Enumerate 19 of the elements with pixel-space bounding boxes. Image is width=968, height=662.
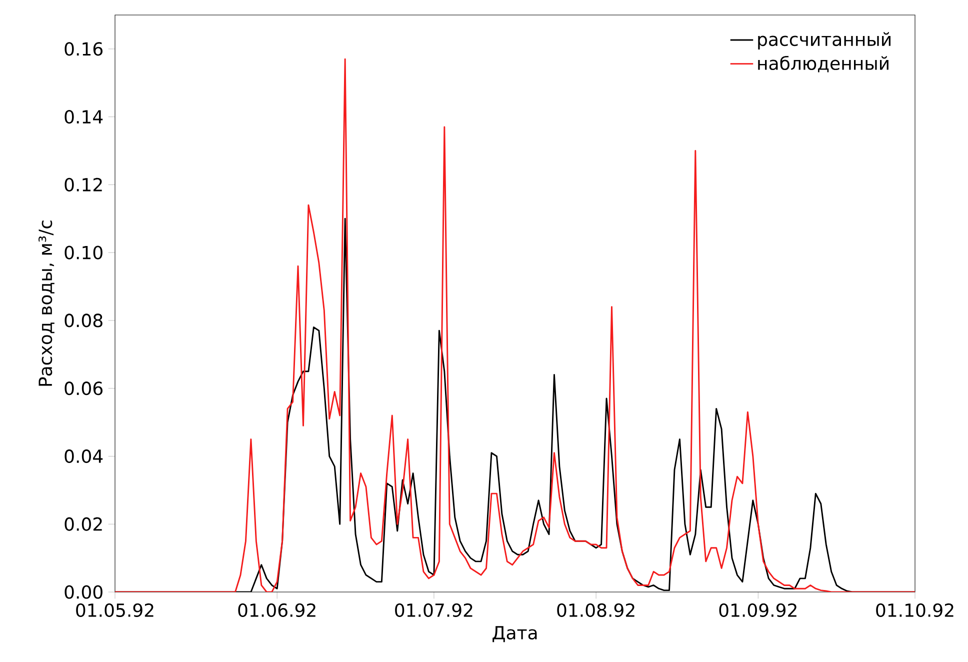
y-tick-label: 0.06 <box>64 382 102 396</box>
y-tick-label: 0.14 <box>64 110 103 124</box>
x-axis-title: Дата <box>492 626 537 642</box>
x-tick-label: 01.10.92 <box>876 603 954 617</box>
y-tick-label: 0.10 <box>64 246 102 260</box>
x-tick-label: 01.08.92 <box>557 603 634 617</box>
x-tick-label: 01.06.92 <box>238 603 316 617</box>
x-tick-label: 01.05.92 <box>76 603 154 617</box>
y-tick-label: 0.16 <box>64 42 102 56</box>
y-tick-label: 0.08 <box>64 314 102 328</box>
y-tick-label: 0.04 <box>64 449 103 464</box>
y-tick-label: 0.02 <box>64 517 102 531</box>
x-tick-label: 01.07.92 <box>395 603 472 617</box>
y-axis-title: Расход воды, м³/с <box>38 220 54 386</box>
legend-label: рассчитанный <box>758 32 890 50</box>
y-tick-label: 0.00 <box>64 585 102 599</box>
legend-label: наблюденный <box>758 56 888 72</box>
x-tick-label: 01.09.92 <box>719 603 796 617</box>
y-tick-label: 0.12 <box>64 178 102 192</box>
